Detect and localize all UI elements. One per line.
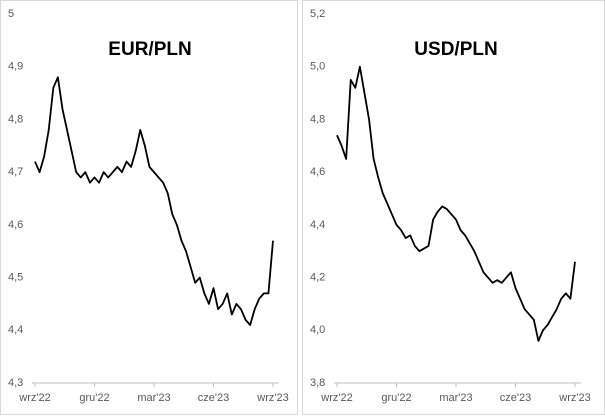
y-tick-label: 5,2 [310, 8, 325, 20]
y-tick-label: 5 [8, 8, 14, 20]
y-tick-label: 4,2 [310, 271, 325, 283]
x-tick-label: mar'23 [137, 392, 170, 404]
chart-title: USD/PLN [414, 39, 497, 60]
y-tick-label: 4,5 [8, 271, 23, 283]
price-line [336, 65, 576, 342]
panel [302, 0, 605, 415]
y-tick-label: 4,9 [8, 61, 23, 73]
x-tick-label: wrz'22 [320, 392, 352, 404]
x-tick-label: wrz'23 [256, 392, 288, 404]
x-tick-label: wrz'22 [18, 392, 50, 404]
x-tick-label: wrz'23 [558, 392, 590, 404]
y-tick-label: 5,0 [310, 61, 325, 73]
x-tick-label: mar'23 [439, 392, 472, 404]
panel [0, 0, 298, 415]
y-tick-label: 4,6 [8, 219, 23, 231]
chart-title: EUR/PLN [108, 39, 191, 60]
x-tick-label: gru'22 [381, 392, 411, 404]
y-tick-label: 4,4 [8, 324, 23, 336]
y-tick-label: 4,3 [8, 377, 23, 389]
y-tick-label: 4,6 [310, 166, 325, 178]
y-tick-label: 4,0 [310, 324, 325, 336]
y-tick-label: 3,8 [310, 377, 325, 389]
y-tick-label: 4,7 [8, 166, 23, 178]
x-tick-label: cze'23 [198, 392, 229, 404]
price-line [34, 76, 274, 326]
y-tick-label: 4,4 [310, 219, 325, 231]
y-tick-label: 4,8 [310, 113, 325, 125]
y-tick-label: 4,8 [8, 113, 23, 125]
x-tick-label: gru'22 [79, 392, 109, 404]
x-tick-label: cze'23 [500, 392, 531, 404]
